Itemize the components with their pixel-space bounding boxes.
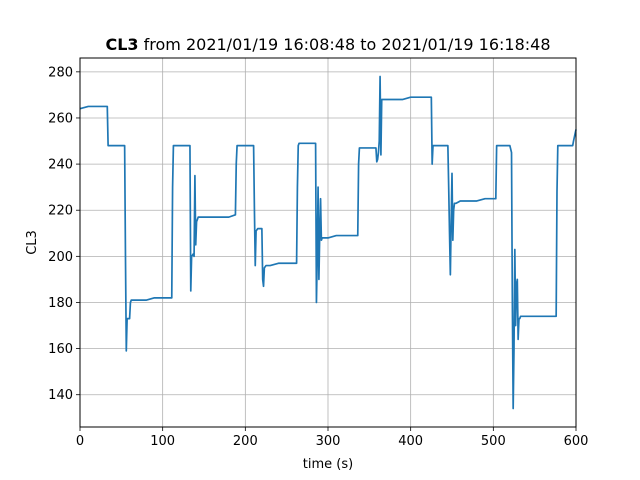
y-tick-label: 240 — [48, 158, 73, 173]
y-tick-label: 260 — [48, 111, 73, 126]
y-tick-label: 280 — [48, 65, 73, 80]
y-tick-label: 180 — [48, 296, 73, 311]
x-tick-label: 300 — [316, 434, 341, 449]
x-axis-label: time (s) — [303, 457, 353, 472]
y-tick-label: 160 — [48, 342, 73, 357]
y-tick-label: 140 — [48, 388, 73, 403]
grid-lines — [79, 58, 577, 427]
y-axis-label: CL3 — [25, 230, 40, 255]
x-tick-label: 100 — [150, 434, 175, 449]
y-tick-label: 200 — [48, 250, 73, 265]
tick-layer: 0 100 200 300 400 500 600 140 160 180 200 220 240 260… — [48, 65, 588, 449]
y-tick-label: 220 — [48, 204, 73, 219]
x-tick-label: 500 — [481, 434, 506, 449]
x-tick-label: 600 — [564, 434, 589, 449]
x-tick-label: 400 — [398, 434, 423, 449]
series-line — [79, 75, 577, 410]
chart-title-bold: CL3 — [105, 35, 138, 54]
chart-title-rest: from 2021/01/19 16:08:48 to 2021/01/19 1… — [139, 35, 551, 54]
x-tick-label: 0 — [76, 434, 84, 449]
series-layer — [79, 75, 577, 410]
chart-title: CL3 from 2021/01/19 16:08:48 to 2021/01/… — [105, 35, 550, 54]
x-tick-label: 200 — [233, 434, 258, 449]
